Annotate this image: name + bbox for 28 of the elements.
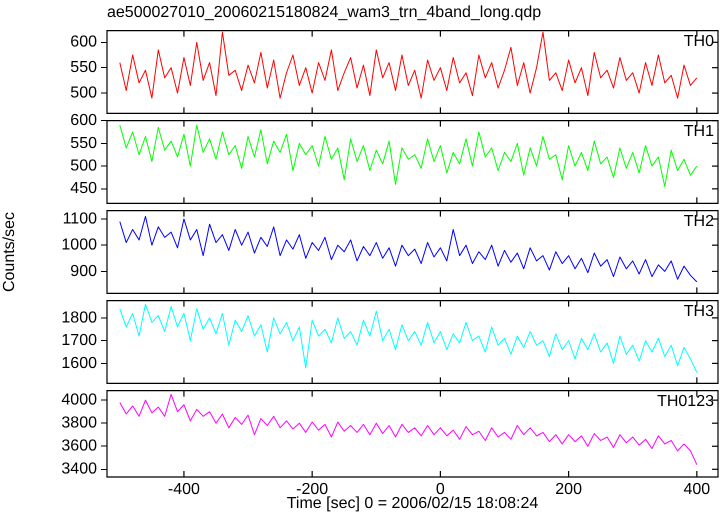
y-tick-label: 550 [70, 59, 98, 76]
y-tick-label: 550 [70, 134, 98, 152]
y-axis-title: Counts/sec [1, 212, 18, 292]
y-tick-label: 900 [70, 262, 98, 280]
y-tick-label: 1000 [61, 236, 98, 254]
y-tick-label: 1700 [61, 332, 98, 350]
series-label: TH0123 [657, 393, 714, 410]
series-label: TH0 [684, 33, 714, 50]
y-tick-label: 500 [70, 158, 98, 174]
y-tick-label: 3600 [61, 438, 98, 455]
chart-title: ae500027010_20060215180824_wam3_trn_4band_long.qdp [107, 4, 542, 22]
y-tick-label: 3800 [61, 414, 98, 432]
series-label: TH3 [684, 303, 714, 320]
series-label: TH1 [684, 123, 714, 140]
y-tick-label: 3400 [61, 460, 98, 478]
x-tick-label: 400 [683, 481, 710, 498]
x-tick-label: -400 [168, 481, 200, 498]
y-tick-label: 1100 [62, 210, 98, 228]
y-tick-label: 450 [70, 180, 98, 198]
text: TH2 [684, 213, 714, 230]
y-tick-label: 600 [70, 112, 98, 130]
y-tick-label: 1800 [61, 309, 98, 326]
y-tick-label: 600 [70, 34, 98, 51]
x-tick-label: 200 [555, 481, 582, 498]
x-axis-title: Time [sec] 0 = 2006/02/15 18:08:24 [286, 494, 538, 512]
y-tick-label: 500 [70, 84, 98, 102]
y-tick-label: 4000 [61, 392, 98, 409]
y-tick-label: 1600 [61, 354, 98, 372]
